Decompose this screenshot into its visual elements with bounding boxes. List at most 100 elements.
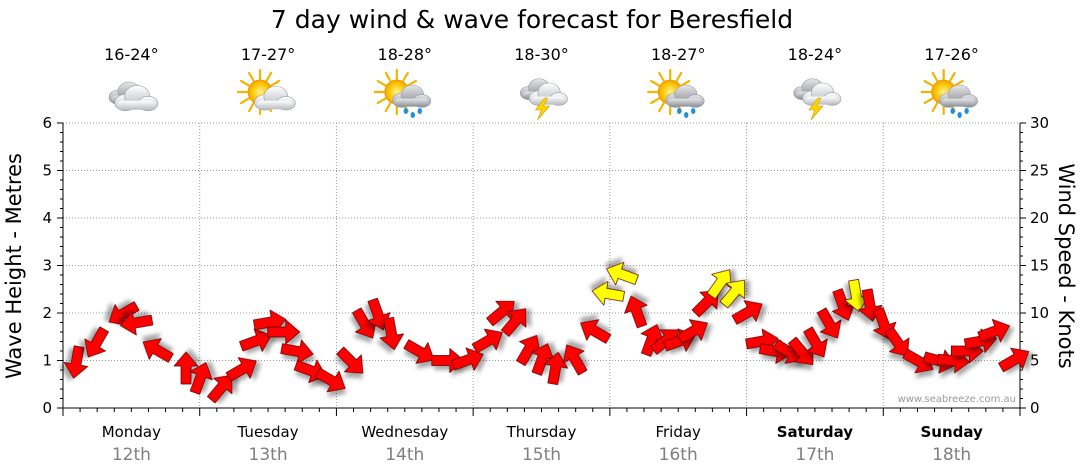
right-tick-label: 5: [1030, 352, 1040, 370]
sun-ray: [675, 71, 683, 82]
left-tick-label: 4: [42, 209, 52, 227]
sun-ray: [658, 71, 665, 82]
right-tick-label: 30: [1030, 114, 1049, 132]
right-tick-label: 20: [1030, 209, 1049, 227]
partly-cloudy-icon: [236, 68, 296, 116]
plot-area: 0 1 2 3 4 5 6 0 5 10 15 20 25 30 www.seabreeze.com.a…: [42, 114, 1049, 417]
wind-arrow-shape: [225, 357, 257, 382]
sun-shower-icon: [647, 68, 705, 118]
wind-arrow-shape: [606, 261, 639, 286]
right-axis-title: Wind Speed - Knots: [1054, 163, 1078, 368]
wind-arrow-shape: [336, 346, 364, 374]
wind-arrow: [591, 281, 625, 306]
sun-shower-icon: [373, 68, 432, 118]
wind-arrow: [562, 344, 588, 376]
credit-text: www.seabreeze.com.au: [898, 394, 1016, 405]
sun-ray: [239, 97, 250, 105]
wind-arrow: [803, 326, 828, 358]
wind-arrow-shape: [280, 339, 314, 364]
wind-arrow-shape: [267, 319, 301, 345]
storm-icon: [519, 78, 568, 121]
cloud-part: [804, 96, 839, 105]
temperature-label: 18-27°: [651, 45, 706, 64]
wind-arrow: [206, 374, 233, 404]
day-name-label: Wednesday: [361, 423, 448, 441]
wind-arrow-shape: [719, 279, 746, 309]
temperature-label: 18-28°: [378, 45, 433, 64]
wind-arrow-shape: [884, 326, 910, 357]
sun-ray: [923, 97, 934, 105]
wind-arrow-shape: [731, 300, 763, 325]
sun-ray: [270, 79, 281, 87]
wind-arrow-shape: [189, 362, 213, 395]
cloud-part: [531, 96, 566, 105]
wind-arrow: [884, 326, 910, 357]
wind-arrow: [516, 335, 541, 367]
wind-arrow-shape: [206, 374, 233, 404]
temperature-label: 16-24°: [104, 45, 159, 64]
wind-arrow-shape: [580, 319, 612, 344]
lightning-bolt: [534, 97, 551, 121]
wind-arrows: [63, 261, 1030, 404]
wind-arrow: [844, 278, 869, 313]
rain-drop: [677, 108, 682, 114]
sun-ray: [949, 71, 956, 82]
wind-arrow: [719, 279, 746, 309]
left-tick-label: 6: [42, 114, 52, 132]
wind-arrow-shape: [379, 316, 405, 351]
wind-arrow: [280, 339, 314, 364]
sun-shower-icon: [920, 68, 978, 118]
wind-arrow-shape: [831, 288, 856, 321]
cloudy-icon: [108, 81, 159, 112]
storm-icon: [793, 78, 842, 121]
lightning-bolt: [808, 97, 824, 121]
sun-ray: [680, 79, 691, 87]
wind-arrow: [471, 328, 503, 354]
day-name-label: Monday: [102, 423, 161, 441]
wind-arrow: [239, 328, 272, 352]
wind-arrow-shape: [803, 326, 828, 358]
wind-arrow: [379, 316, 405, 351]
wind-arrow: [500, 308, 527, 337]
day-date-label: 14th: [385, 445, 424, 465]
day-date-label: 12th: [112, 445, 151, 465]
left-axis-ticks: 0 1 2 3 4 5 6: [42, 114, 1021, 417]
gridlines: [63, 122, 1020, 408]
right-tick-label: 25: [1030, 162, 1049, 180]
day-name-label: Saturday: [777, 423, 854, 441]
wind-arrow-shape: [977, 318, 1010, 343]
sun-ray: [953, 79, 964, 87]
sun-ray: [931, 102, 939, 113]
sun-ray: [406, 79, 417, 87]
cloud-part: [394, 98, 429, 107]
rain-drop: [964, 108, 969, 114]
day-date-label: 18th: [932, 445, 971, 465]
wind-arrow-shape: [63, 345, 89, 379]
sun-ray: [384, 102, 392, 113]
temperature-label: 18-24°: [788, 45, 843, 64]
wind-arrow-shape: [531, 343, 555, 376]
wind-arrow-shape: [624, 295, 648, 329]
temperature-labels: 16-24° 17-27° 18-28° 18-30° 18-27° 18-24° 17-2…: [104, 45, 979, 64]
sun-ray: [265, 71, 273, 82]
wind-arrow-shape: [816, 307, 842, 339]
sun-ray: [658, 102, 665, 113]
day-name-label: Sunday: [920, 423, 983, 441]
sun-ray: [923, 79, 934, 87]
wind-arrow-shape: [403, 339, 435, 364]
sun-ray: [931, 71, 939, 82]
cloud-part: [257, 100, 293, 110]
sun-ray: [384, 71, 392, 82]
wind-arrow-shape: [108, 301, 140, 326]
day-date-label: 13th: [249, 445, 288, 465]
wind-arrow: [108, 301, 140, 326]
right-tick-label: 10: [1030, 304, 1049, 322]
sun-ray: [402, 71, 409, 82]
rain-drop: [950, 108, 955, 114]
wind-arrow-shape: [516, 335, 541, 367]
wind-arrow: [977, 318, 1010, 343]
left-tick-label: 3: [42, 257, 52, 275]
wind-arrow: [998, 347, 1030, 373]
cloud-part: [941, 98, 976, 107]
